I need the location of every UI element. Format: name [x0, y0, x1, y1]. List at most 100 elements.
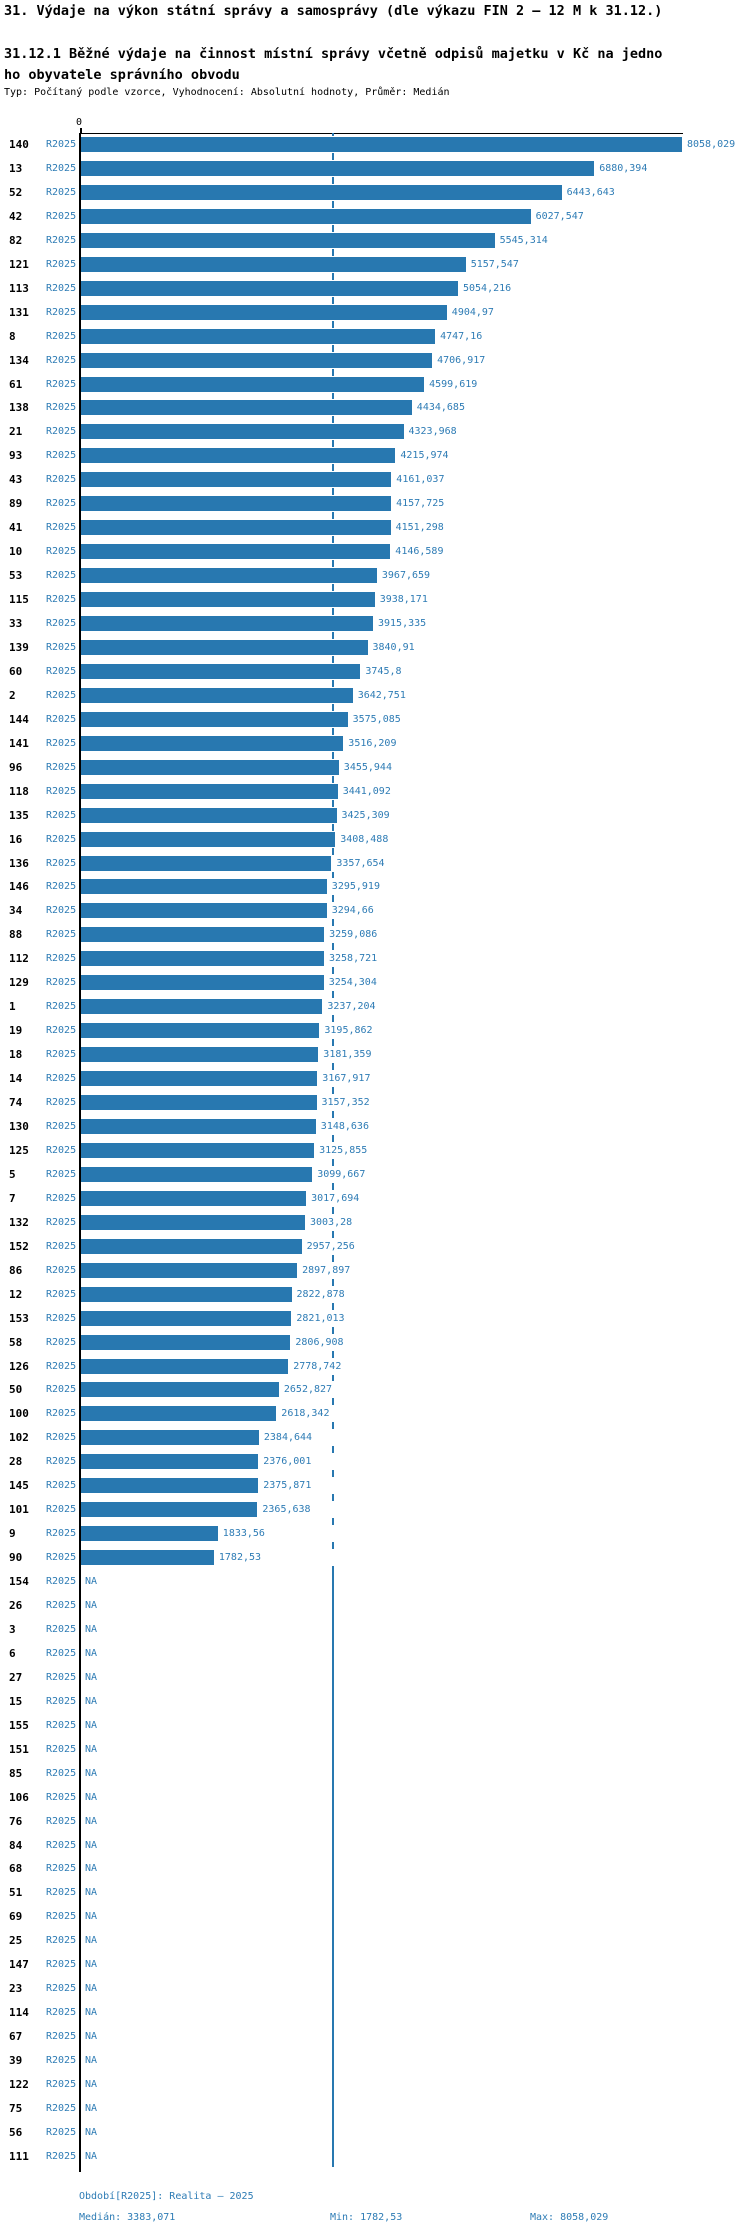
- bar: [81, 448, 396, 464]
- row-category-label: 53: [9, 569, 23, 583]
- chart-row: 41 R2025 4151,298: [0, 516, 750, 540]
- row-category-label: 1: [9, 1000, 16, 1014]
- bar-value-label: 3967,659: [381, 570, 431, 582]
- bar-value-label: 6880,394: [599, 162, 648, 174]
- chart-row: 16 R2025 3408,488: [0, 828, 750, 852]
- bar: [81, 1334, 291, 1350]
- row-category-label: 43: [9, 473, 23, 487]
- bar: [81, 232, 495, 248]
- bar: [81, 1238, 302, 1254]
- bar: [81, 496, 392, 512]
- chart-meta: Typ: Počítaný podle vzorce, Vyhodnocení:…: [4, 87, 450, 98]
- row-period-label: R2025: [46, 1671, 77, 1683]
- chart-row: 145 R2025 2375,871: [0, 1474, 750, 1498]
- row-category-label: 135: [9, 808, 29, 822]
- chart-row: 28 R2025 2376,001: [0, 1450, 750, 1474]
- row-category-label: 134: [9, 353, 29, 367]
- chart-row: 3 R2025 NA: [0, 1618, 750, 1642]
- chart-row: 102 R2025 2384,644: [0, 1426, 750, 1450]
- row-category-label: 76: [9, 1814, 23, 1828]
- bar: [81, 687, 353, 703]
- bar-value-label: 4151,298: [395, 522, 444, 534]
- row-period-label: R2025: [46, 1312, 77, 1324]
- row-category-label: 126: [9, 1359, 29, 1373]
- bar-value-label: 3017,694: [311, 1192, 360, 1204]
- row-category-label: 21: [9, 425, 23, 439]
- na-value-label: NA: [85, 1743, 98, 1755]
- chart-row: 153 R2025 2821,013: [0, 1307, 750, 1331]
- bar-value-label: 6443,643: [566, 186, 615, 198]
- row-category-label: 39: [9, 2054, 23, 2067]
- bar-value-label: 2384,644: [263, 1432, 313, 1444]
- row-period-label: R2025: [46, 1935, 77, 1947]
- row-category-label: 102: [9, 1431, 29, 1445]
- bar: [81, 376, 425, 392]
- row-period-label: R2025: [46, 378, 77, 390]
- chart-row: 136 R2025 3357,654: [0, 852, 750, 876]
- chart-subtitle-line2: ho obyvatele správního obvodu: [4, 67, 240, 83]
- row-period-label: R2025: [46, 1552, 77, 1563]
- bar: [81, 951, 324, 967]
- row-category-label: 75: [9, 2101, 23, 2115]
- chart-row: 8 R2025 4747,16: [0, 325, 750, 349]
- chart-row: 34 R2025 3294,66: [0, 899, 750, 923]
- chart-row: 61 R2025 4599,619: [0, 373, 750, 397]
- bar: [81, 855, 332, 871]
- row-period-label: R2025: [46, 1408, 77, 1420]
- row-period-label: R2025: [46, 210, 77, 222]
- bar-value-label: 3181,359: [323, 1049, 372, 1061]
- bar-value-label: 3295,919: [331, 881, 380, 893]
- bar-value-label: 3642,751: [357, 689, 406, 701]
- bar: [81, 1142, 315, 1158]
- footer-period: Období[R2025]: Realita – 2025: [79, 2191, 254, 2202]
- row-category-label: 5: [9, 1167, 16, 1181]
- row-period-label: R2025: [46, 953, 77, 965]
- chart-row: 96 R2025 3455,944: [0, 756, 750, 780]
- row-category-label: 68: [9, 1862, 23, 1876]
- bar-value-label: 3125,855: [319, 1144, 368, 1156]
- chart-row: 152 R2025 2957,256: [0, 1235, 750, 1259]
- row-period-label: R2025: [46, 1504, 77, 1516]
- row-category-label: 33: [9, 617, 23, 630]
- chart-row: 93 R2025 4215,974: [0, 444, 750, 468]
- na-value-label: NA: [85, 2031, 98, 2042]
- row-category-label: 146: [9, 880, 29, 894]
- chart-row: 88 R2025 3259,086: [0, 923, 750, 947]
- row-period-label: R2025: [46, 1743, 77, 1755]
- na-value-label: NA: [85, 1959, 98, 1971]
- row-period-label: R2025: [46, 689, 77, 701]
- row-period-label: R2025: [46, 1360, 77, 1372]
- bar: [81, 472, 392, 488]
- row-period-label: R2025: [46, 1120, 77, 1132]
- row-category-label: 19: [9, 1024, 23, 1038]
- row-category-label: 100: [9, 1407, 29, 1421]
- row-period-label: R2025: [46, 1528, 77, 1540]
- chart-row: 9 R2025 1833,56: [0, 1522, 750, 1546]
- chart-row: 140 R2025 8058,029: [0, 133, 750, 157]
- row-period-label: R2025: [46, 737, 77, 749]
- bar: [81, 568, 377, 584]
- row-period-label: R2025: [46, 1576, 77, 1587]
- row-category-label: 118: [9, 784, 29, 798]
- chart-row: 132 R2025 3003,28: [0, 1211, 750, 1235]
- bar-value-label: 4146,589: [395, 546, 444, 558]
- bar-value-label: 2365,638: [262, 1504, 311, 1516]
- na-value-label: NA: [85, 1839, 98, 1851]
- row-period-label: R2025: [46, 2150, 77, 2162]
- row-period-label: R2025: [46, 162, 77, 174]
- chart-row: 138 R2025 4434,685: [0, 396, 750, 420]
- row-category-label: 7: [9, 1191, 16, 1205]
- chart-row: 13 R2025 6880,394: [0, 157, 750, 181]
- na-value-label: NA: [85, 1815, 98, 1827]
- chart-row: 146 R2025 3295,919: [0, 875, 750, 899]
- chart-row: 5 R2025 3099,667: [0, 1163, 750, 1187]
- y-axis-line: [79, 133, 81, 2172]
- chart-row: 76 R2025 NA: [0, 1810, 750, 1834]
- bar: [81, 544, 391, 560]
- footer-max: Max: 8058,029: [530, 2212, 609, 2223]
- chart-row: 7 R2025 3017,694: [0, 1187, 750, 1211]
- chart-row: 155 R2025 NA: [0, 1714, 750, 1738]
- bar-value-label: 3840,91: [372, 642, 415, 653]
- chart-row: 19 R2025 3195,862: [0, 1019, 750, 1043]
- row-period-label: R2025: [46, 2031, 77, 2042]
